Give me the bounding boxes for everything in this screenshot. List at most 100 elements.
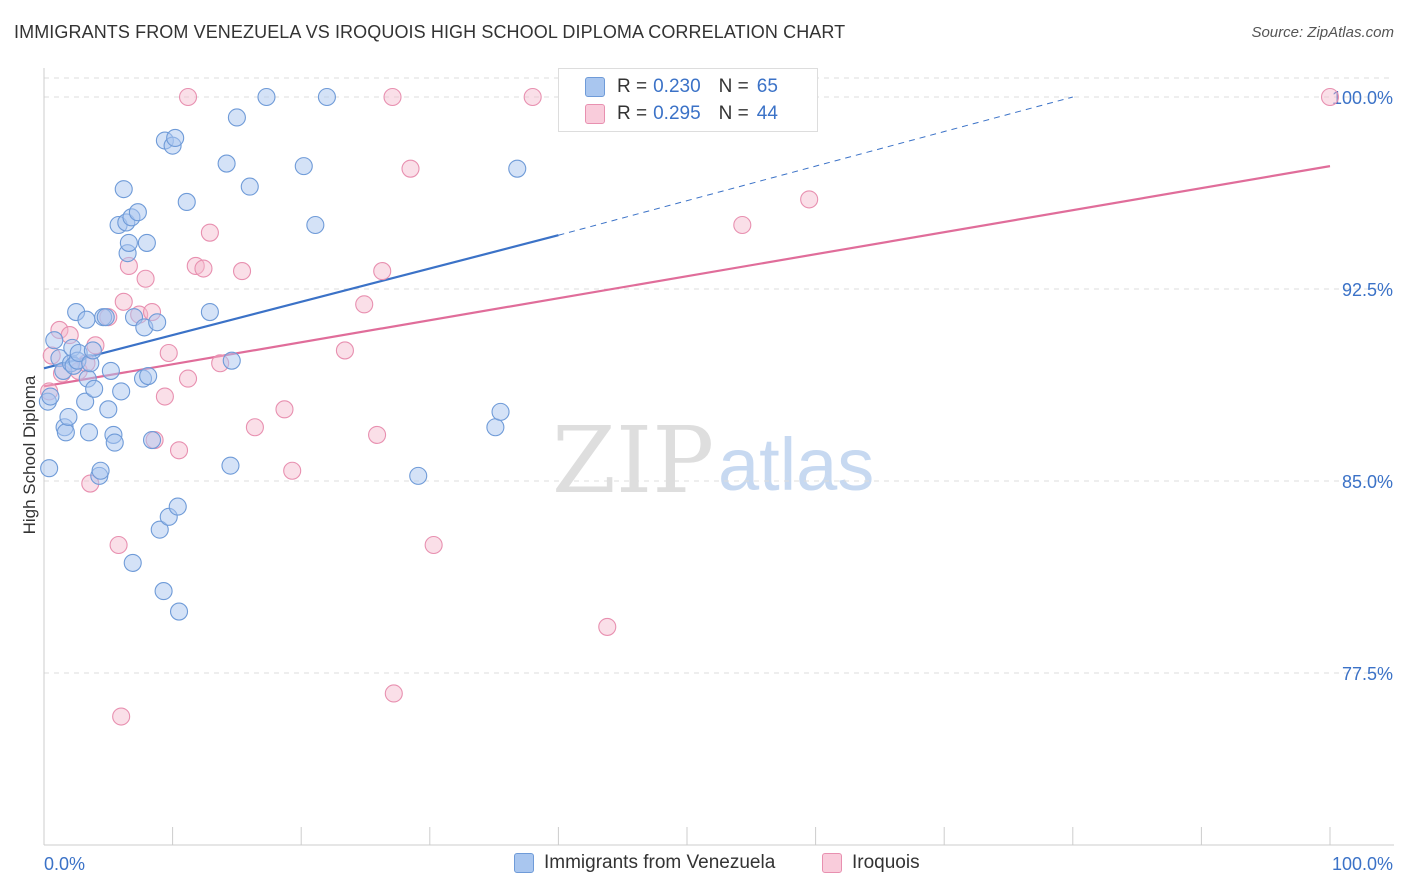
y-tick-label: 77.5%: [1342, 664, 1393, 684]
data-point-iroquois: [384, 684, 403, 703]
data-point-venezuela: [222, 351, 241, 370]
y-tick-label: 100.0%: [1332, 88, 1393, 108]
data-point-venezuela: [166, 128, 185, 148]
data-point-venezuela: [317, 87, 336, 107]
data-point-iroquois: [178, 87, 198, 107]
y-tick-labels: 77.5% 85.0% 92.5% 100.0%: [1332, 88, 1393, 684]
data-point-venezuela: [41, 387, 60, 406]
data-point-venezuela: [200, 302, 219, 322]
trend-line-blue-solid: [43, 234, 559, 370]
data-point-iroquois: [355, 295, 374, 314]
legend-n-value: 65: [756, 76, 778, 97]
legend-label-venezuela: Immigrants from Venezuela: [544, 852, 776, 873]
data-point-venezuela: [306, 215, 325, 235]
data-point-venezuela: [99, 400, 118, 419]
data-point-venezuela: [85, 379, 104, 398]
data-point-venezuela: [409, 466, 428, 485]
data-point-venezuela: [257, 87, 276, 107]
legend-r-label: R =: [617, 76, 648, 97]
data-point-venezuela: [91, 461, 110, 480]
data-point-iroquois: [523, 87, 542, 107]
data-point-iroquois: [598, 617, 617, 636]
legend-n-label: N =: [718, 76, 749, 97]
data-point-iroquois: [373, 262, 392, 281]
data-point-iroquois: [155, 387, 174, 406]
legend-swatch-pink: [585, 104, 605, 124]
data-point-iroquois: [245, 418, 264, 437]
data-point-venezuela: [217, 154, 236, 173]
data-point-venezuela: [128, 203, 147, 222]
data-point-venezuela: [119, 233, 138, 252]
data-point-venezuela: [294, 157, 313, 176]
data-point-iroquois: [169, 441, 189, 460]
data-point-venezuela: [168, 497, 187, 516]
x-tick-label-max: 100.0%: [1332, 854, 1393, 874]
trend-line-venezuela: [43, 96, 1073, 370]
legend-label-iroquois: Iroquois: [852, 852, 920, 873]
data-point-venezuela: [101, 361, 120, 380]
legend-n-label: N =: [718, 103, 749, 124]
data-point-venezuela: [96, 308, 115, 327]
data-point-venezuela: [40, 459, 59, 478]
y-axis-label: High School Diploma: [20, 375, 39, 535]
data-point-venezuela: [79, 423, 99, 442]
data-point-venezuela: [177, 192, 196, 212]
data-point-iroquois: [800, 190, 819, 209]
data-point-venezuela: [154, 582, 173, 601]
data-point-venezuela: [148, 313, 167, 332]
x-tick-label-min: 0.0%: [44, 854, 85, 874]
data-point-iroquois: [283, 461, 302, 480]
data-point-venezuela: [150, 520, 169, 539]
data-point-venezuela: [123, 553, 142, 572]
data-point-venezuela: [139, 366, 158, 386]
data-point-iroquois: [178, 369, 198, 388]
data-point-venezuela: [56, 423, 75, 442]
data-point-iroquois: [114, 292, 133, 311]
data-point-venezuela: [76, 392, 95, 411]
legend-row-venezuela: R = 0.230 N = 65: [585, 75, 778, 99]
data-point-venezuela: [83, 341, 102, 360]
grid-lines: [44, 77, 1394, 674]
data-point-iroquois: [232, 262, 252, 281]
legend-n-value: 44: [756, 103, 778, 124]
data-point-iroquois: [368, 425, 387, 444]
data-point-venezuela: [77, 310, 96, 329]
legend-item-iroquois: Iroquois: [822, 852, 920, 874]
data-point-iroquois: [275, 400, 294, 419]
data-point-iroquois: [112, 707, 131, 726]
data-point-venezuela: [169, 602, 189, 621]
trend-line-blue-extension: [558, 96, 1073, 236]
data-point-iroquois: [383, 87, 402, 107]
y-tick-label: 92.5%: [1342, 280, 1393, 300]
legend-item-venezuela: Immigrants from Venezuela: [514, 852, 775, 874]
data-point-iroquois: [136, 269, 155, 288]
trend-line-iroquois: [43, 165, 1331, 388]
source-label: Source: ZipAtlas.com: [1251, 24, 1394, 41]
data-point-venezuela: [114, 180, 133, 199]
data-point-venezuela: [508, 159, 527, 178]
y-tick-label: 85.0%: [1342, 472, 1393, 492]
chart-title: IMMIGRANTS FROM VENEZUELA VS IROQUOIS HI…: [14, 22, 846, 42]
data-point-venezuela: [112, 382, 131, 401]
data-point-iroquois: [159, 343, 178, 363]
data-point-venezuela: [240, 177, 259, 196]
data-point-iroquois: [109, 535, 128, 555]
legend-row-iroquois: R = 0.295 N = 44: [585, 102, 778, 126]
data-point-venezuela: [227, 108, 246, 127]
correlation-legend: R = 0.230 N = 65 R = 0.295 N = 44: [558, 68, 818, 132]
data-point-venezuela: [45, 331, 64, 350]
data-point-venezuela: [59, 407, 78, 427]
data-point-iroquois: [424, 535, 443, 555]
data-point-iroquois: [200, 223, 219, 242]
watermark-atlas: atlas: [718, 423, 874, 506]
points-venezuela: [38, 87, 527, 621]
data-point-iroquois: [733, 215, 752, 235]
data-point-venezuela: [142, 430, 162, 450]
data-point-iroquois: [335, 341, 354, 360]
data-point-venezuela: [137, 233, 156, 252]
data-point-venezuela: [221, 456, 240, 475]
legend-swatch-pink: [822, 853, 842, 873]
legend-r-value: 0.230: [653, 76, 701, 97]
zipatlas-watermark: ZIP atlas: [552, 407, 874, 514]
